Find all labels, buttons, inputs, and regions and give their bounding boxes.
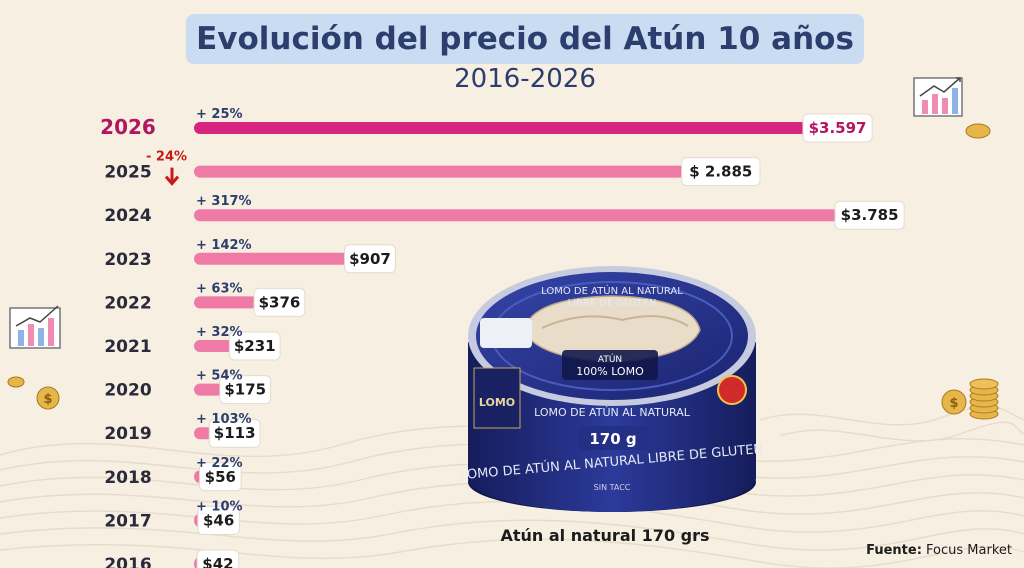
- year-label: 2019: [104, 424, 151, 444]
- value-label: $3.597: [809, 119, 867, 137]
- tuna-can-image: LOMO DE ATÚN AL NATURAL LIBRE DE GLUTEN …: [462, 266, 762, 512]
- svg-text:$: $: [949, 396, 958, 411]
- value-label-box: [344, 244, 396, 274]
- value-label-box: [199, 462, 242, 492]
- change-label: + 317%: [196, 194, 252, 209]
- value-label: $56: [205, 468, 236, 486]
- value-label: $231: [234, 337, 276, 355]
- value-label-box: [681, 157, 761, 187]
- bar: [194, 296, 259, 309]
- value-label: $42: [202, 555, 233, 568]
- value-label-box: [228, 331, 281, 361]
- year-label: 2016: [104, 555, 151, 568]
- chart-title: Evolución del precio del Atún 10 años: [196, 21, 854, 57]
- bar: [194, 122, 807, 134]
- change-label: + 25%: [196, 107, 243, 122]
- value-label: $376: [259, 293, 301, 311]
- year-label: 2026: [100, 115, 156, 139]
- weight-text: 170 g: [589, 430, 636, 448]
- year-label: 2025: [104, 163, 151, 183]
- bar: [194, 340, 234, 352]
- year-label: 2023: [104, 250, 151, 270]
- brand-text: LOMO: [479, 396, 515, 409]
- band-text: LOMO DE ATÚN AL NATURAL: [534, 406, 691, 419]
- value-label-box: [253, 287, 306, 317]
- change-label: - 24%: [146, 150, 187, 165]
- value-label: $175: [224, 381, 266, 399]
- bar: [194, 165, 686, 178]
- value-label: $113: [214, 424, 256, 442]
- lid-text-2: LIBRE DE GLUTEN: [567, 298, 656, 309]
- coin-stack-icon: $: [941, 378, 999, 420]
- value-label-box: [197, 505, 240, 535]
- value-label-box: [219, 375, 272, 405]
- source-label: Fuente:: [866, 543, 922, 558]
- bar: [194, 427, 214, 440]
- growth-chart-icon: [913, 77, 963, 117]
- down-arrow-icon: [164, 167, 180, 186]
- value-label: $ 2.885: [689, 163, 752, 181]
- source-value: Focus Market: [926, 543, 1012, 558]
- value-label-box: [196, 549, 240, 568]
- badge-text: ATÚN: [598, 353, 622, 365]
- coins-icon-left: $: [7, 376, 60, 410]
- value-label: $46: [203, 511, 234, 529]
- growth-chart-icon-left: [9, 305, 61, 349]
- bar: [194, 252, 349, 265]
- year-label: 2024: [104, 206, 151, 226]
- bar: [194, 383, 224, 396]
- lid-text: LOMO DE ATÚN AL NATURAL: [541, 284, 683, 297]
- change-label: + 63%: [196, 281, 243, 296]
- year-label: 2021: [104, 337, 151, 357]
- product-caption: Atún al natural 170 grs: [500, 526, 710, 545]
- coin-icon: [965, 123, 991, 139]
- year-label: 2020: [104, 381, 151, 401]
- change-label: + 142%: [196, 238, 252, 253]
- change-label: + 32%: [196, 325, 243, 340]
- value-label-box: [802, 113, 873, 143]
- year-label: 2018: [104, 468, 151, 488]
- year-label: 2022: [104, 293, 151, 313]
- value-label: $3.785: [841, 206, 899, 224]
- chart-subtitle: 2016-2026: [454, 64, 596, 94]
- change-label: + 103%: [196, 412, 252, 427]
- title-banner: Evolución del precio del Atún 10 años: [186, 14, 864, 64]
- change-label: + 54%: [196, 369, 243, 384]
- bar: [194, 209, 839, 222]
- value-label: $907: [349, 250, 391, 268]
- band-text-3: SIN TACC: [594, 483, 631, 492]
- change-label: + 22%: [196, 456, 243, 471]
- value-label-box: [208, 418, 261, 448]
- svg-text:$: $: [43, 392, 52, 407]
- year-label: 2017: [104, 511, 151, 531]
- source-note: Fuente: Focus Market: [866, 543, 1012, 558]
- value-label-box: [834, 200, 905, 230]
- badge-text-2: 100% LOMO: [576, 365, 644, 378]
- change-label: + 10%: [196, 499, 243, 514]
